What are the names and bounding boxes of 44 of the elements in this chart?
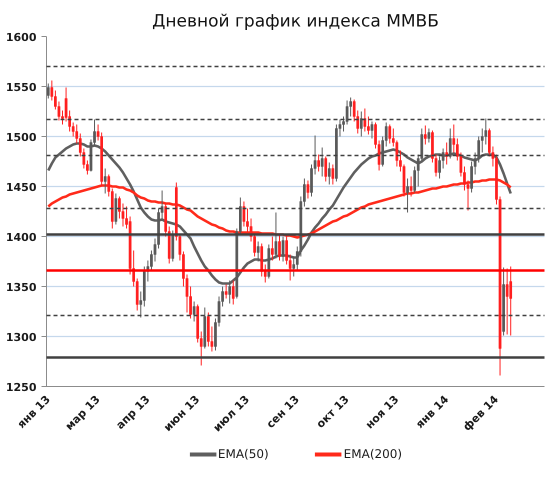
candlestick (192, 301, 196, 322)
chart-title: Дневной график индекса ММВБ (152, 12, 439, 32)
candlestick (328, 162, 331, 185)
x-tick-label: янв 13 (14, 392, 53, 431)
candlestick (406, 178, 409, 213)
y-tick-label: 1300 (6, 331, 37, 344)
candlestick (282, 236, 284, 262)
y-tick-label: 1550 (6, 81, 37, 94)
candlestick (360, 111, 363, 137)
candlestick (424, 125, 427, 145)
x-tick-label: апр 13 (114, 392, 152, 432)
candlestick (324, 156, 328, 182)
legend-label: EMA(50) (218, 447, 269, 461)
legend-label: EMA(200) (344, 447, 402, 461)
candlestick (46, 83, 50, 99)
y-tick-label: 1350 (6, 281, 37, 294)
candlestick (224, 284, 228, 299)
candlestick (114, 193, 118, 225)
candlestick (271, 236, 274, 261)
x-tick-label: сен 13 (264, 392, 302, 431)
candlestick (320, 147, 324, 177)
candlestick (452, 124, 456, 153)
y-tick-label: 1450 (6, 181, 37, 194)
y-tick-label: 1500 (6, 131, 37, 144)
candlestick (317, 154, 320, 172)
candlestick (306, 180, 310, 199)
candlestick (256, 241, 260, 262)
candlestick (232, 280, 235, 305)
candlestick (370, 121, 374, 139)
candlestick (278, 233, 281, 261)
candlestick (428, 128, 430, 143)
y-tick-label: 1250 (6, 381, 37, 394)
candlestick (274, 212, 278, 259)
x-tick-label: янв 14 (413, 392, 452, 431)
y-tick-label: 1600 (6, 31, 37, 44)
x-tick-label: ноя 13 (363, 392, 402, 432)
candlestick (509, 266, 512, 336)
y-tick-label: 1400 (6, 231, 37, 244)
candlestick (104, 168, 107, 194)
candlestick (331, 164, 334, 185)
candlestick (363, 108, 366, 132)
candlestick (506, 268, 509, 335)
candlestick (388, 124, 392, 144)
x-tick-label: окт 13 (314, 392, 352, 431)
